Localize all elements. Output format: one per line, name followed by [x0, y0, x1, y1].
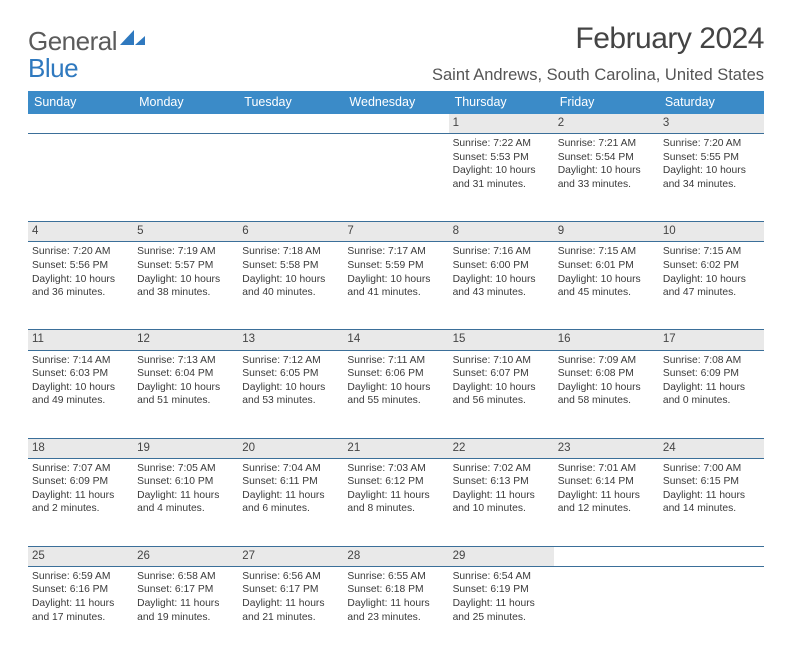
- day-number: 3: [659, 114, 764, 134]
- brand-sail-icon: [120, 30, 146, 48]
- daynum-row: 11121314151617: [28, 330, 764, 350]
- day-number: 25: [28, 546, 133, 566]
- day-number: 8: [449, 222, 554, 242]
- day-info: [238, 134, 343, 222]
- day-number: 14: [343, 330, 448, 350]
- day-info: Sunrise: 7:01 AM Sunset: 6:14 PM Dayligh…: [554, 458, 659, 546]
- brand-word2: Blue: [28, 53, 78, 83]
- day-info: Sunrise: 7:13 AM Sunset: 6:04 PM Dayligh…: [133, 350, 238, 438]
- day-info: Sunrise: 7:22 AM Sunset: 5:53 PM Dayligh…: [449, 134, 554, 222]
- day-info: Sunrise: 7:15 AM Sunset: 6:01 PM Dayligh…: [554, 242, 659, 330]
- day-info: Sunrise: 7:21 AM Sunset: 5:54 PM Dayligh…: [554, 134, 659, 222]
- day-number: 19: [133, 438, 238, 458]
- brand-word1: General: [28, 26, 117, 56]
- day-info: Sunrise: 7:19 AM Sunset: 5:57 PM Dayligh…: [133, 242, 238, 330]
- month-title: February 2024: [432, 22, 764, 56]
- day-number: 24: [659, 438, 764, 458]
- day-number: 12: [133, 330, 238, 350]
- title-block: February 2024 Saint Andrews, South Carol…: [432, 22, 764, 85]
- day-number: 17: [659, 330, 764, 350]
- day-info: Sunrise: 6:58 AM Sunset: 6:17 PM Dayligh…: [133, 566, 238, 654]
- day-number: 20: [238, 438, 343, 458]
- brand-logo: General Blue: [28, 22, 146, 82]
- day-info: Sunrise: 7:08 AM Sunset: 6:09 PM Dayligh…: [659, 350, 764, 438]
- weekday-header: Tuesday: [238, 91, 343, 114]
- day-info: Sunrise: 7:16 AM Sunset: 6:00 PM Dayligh…: [449, 242, 554, 330]
- location-subtitle: Saint Andrews, South Carolina, United St…: [432, 66, 764, 85]
- day-info-row: Sunrise: 7:20 AM Sunset: 5:56 PM Dayligh…: [28, 242, 764, 330]
- day-number: 10: [659, 222, 764, 242]
- day-number: 22: [449, 438, 554, 458]
- day-number: [554, 546, 659, 566]
- day-number: 15: [449, 330, 554, 350]
- day-info-row: Sunrise: 7:22 AM Sunset: 5:53 PM Dayligh…: [28, 134, 764, 222]
- day-info: Sunrise: 7:14 AM Sunset: 6:03 PM Dayligh…: [28, 350, 133, 438]
- day-info: Sunrise: 7:18 AM Sunset: 5:58 PM Dayligh…: [238, 242, 343, 330]
- day-info-row: Sunrise: 7:14 AM Sunset: 6:03 PM Dayligh…: [28, 350, 764, 438]
- day-number: 11: [28, 330, 133, 350]
- weekday-header: Friday: [554, 91, 659, 114]
- day-number: 26: [133, 546, 238, 566]
- day-info: Sunrise: 7:05 AM Sunset: 6:10 PM Dayligh…: [133, 458, 238, 546]
- day-number: [343, 114, 448, 134]
- day-info-row: Sunrise: 7:07 AM Sunset: 6:09 PM Dayligh…: [28, 458, 764, 546]
- day-info: [343, 134, 448, 222]
- day-number: 16: [554, 330, 659, 350]
- weekday-header-row: Sunday Monday Tuesday Wednesday Thursday…: [28, 91, 764, 114]
- day-info: Sunrise: 6:56 AM Sunset: 6:17 PM Dayligh…: [238, 566, 343, 654]
- day-number: [238, 114, 343, 134]
- weekday-header: Sunday: [28, 91, 133, 114]
- day-info: Sunrise: 7:07 AM Sunset: 6:09 PM Dayligh…: [28, 458, 133, 546]
- weekday-header: Wednesday: [343, 91, 448, 114]
- day-info: Sunrise: 7:10 AM Sunset: 6:07 PM Dayligh…: [449, 350, 554, 438]
- weekday-header: Monday: [133, 91, 238, 114]
- day-info: Sunrise: 7:15 AM Sunset: 6:02 PM Dayligh…: [659, 242, 764, 330]
- day-number: [133, 114, 238, 134]
- day-number: 28: [343, 546, 448, 566]
- day-number: 7: [343, 222, 448, 242]
- day-info: Sunrise: 7:09 AM Sunset: 6:08 PM Dayligh…: [554, 350, 659, 438]
- day-number: 9: [554, 222, 659, 242]
- weekday-header: Saturday: [659, 91, 764, 114]
- day-number: 4: [28, 222, 133, 242]
- day-info: [659, 566, 764, 654]
- day-info: Sunrise: 6:55 AM Sunset: 6:18 PM Dayligh…: [343, 566, 448, 654]
- day-number: 21: [343, 438, 448, 458]
- day-info-row: Sunrise: 6:59 AM Sunset: 6:16 PM Dayligh…: [28, 566, 764, 654]
- day-info: Sunrise: 7:04 AM Sunset: 6:11 PM Dayligh…: [238, 458, 343, 546]
- day-info: Sunrise: 7:20 AM Sunset: 5:55 PM Dayligh…: [659, 134, 764, 222]
- day-number: 18: [28, 438, 133, 458]
- calendar-table: Sunday Monday Tuesday Wednesday Thursday…: [28, 91, 764, 654]
- day-info: Sunrise: 7:17 AM Sunset: 5:59 PM Dayligh…: [343, 242, 448, 330]
- day-number: [659, 546, 764, 566]
- header: General Blue February 2024 Saint Andrews…: [28, 22, 764, 85]
- day-info: Sunrise: 7:03 AM Sunset: 6:12 PM Dayligh…: [343, 458, 448, 546]
- day-number: 2: [554, 114, 659, 134]
- weekday-header: Thursday: [449, 91, 554, 114]
- day-info: Sunrise: 7:00 AM Sunset: 6:15 PM Dayligh…: [659, 458, 764, 546]
- day-number: [28, 114, 133, 134]
- day-info: Sunrise: 6:59 AM Sunset: 6:16 PM Dayligh…: [28, 566, 133, 654]
- daynum-row: 18192021222324: [28, 438, 764, 458]
- day-number: 1: [449, 114, 554, 134]
- daynum-row: 2526272829: [28, 546, 764, 566]
- day-info: Sunrise: 7:11 AM Sunset: 6:06 PM Dayligh…: [343, 350, 448, 438]
- day-info: [28, 134, 133, 222]
- day-number: 29: [449, 546, 554, 566]
- day-number: 23: [554, 438, 659, 458]
- day-number: 5: [133, 222, 238, 242]
- day-info: Sunrise: 7:02 AM Sunset: 6:13 PM Dayligh…: [449, 458, 554, 546]
- day-number: 6: [238, 222, 343, 242]
- day-info: Sunrise: 6:54 AM Sunset: 6:19 PM Dayligh…: [449, 566, 554, 654]
- daynum-row: 45678910: [28, 222, 764, 242]
- day-number: 13: [238, 330, 343, 350]
- day-info: [133, 134, 238, 222]
- daynum-row: 123: [28, 114, 764, 134]
- day-number: 27: [238, 546, 343, 566]
- day-info: Sunrise: 7:20 AM Sunset: 5:56 PM Dayligh…: [28, 242, 133, 330]
- day-info: [554, 566, 659, 654]
- day-info: Sunrise: 7:12 AM Sunset: 6:05 PM Dayligh…: [238, 350, 343, 438]
